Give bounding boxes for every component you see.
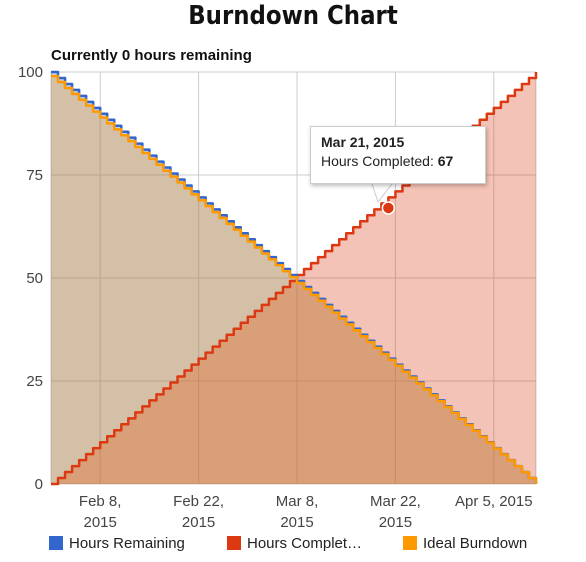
- x-tick-label-year: 2015: [280, 514, 313, 531]
- x-axis-ticks: Feb 8, 2015 Feb 22, 2015 Mar 8, 2015 Mar 22, 20…: [79, 493, 533, 531]
- tooltip-date: Mar 21, 2015: [321, 134, 405, 150]
- line-ideal-burndown: [51, 74, 538, 484]
- legend-label-completed: Hours Complet…: [247, 535, 363, 552]
- y-tick-label: 75: [26, 167, 43, 184]
- y-tick-label: 25: [26, 373, 43, 390]
- tooltip-value: 67: [437, 153, 454, 169]
- x-tick-label: Feb 22,: [173, 493, 224, 510]
- x-tick-label: Mar 22,: [370, 493, 421, 510]
- y-tick-label: 100: [18, 64, 43, 81]
- highlight-marker: [381, 201, 396, 215]
- legend-item-completed[interactable]: Hours Complet…: [227, 535, 362, 552]
- legend-swatch-remaining: [49, 536, 63, 550]
- legend-item-ideal[interactable]: Ideal Burndown: [403, 535, 527, 552]
- x-tick-label-year: 2015: [379, 514, 412, 531]
- chart-grid: [50, 71, 537, 485]
- x-tick-label-year: 2015: [182, 514, 215, 531]
- area-hours-completed: [51, 72, 536, 484]
- legend-swatch-ideal: [403, 536, 417, 550]
- x-tick-label: Mar 8,: [276, 493, 319, 510]
- tooltip-label: Hours Completed:: [321, 153, 438, 169]
- legend-label-ideal: Ideal Burndown: [423, 535, 528, 552]
- tooltip-body: Hours Completed: 67: [321, 153, 475, 169]
- chart-title: Burndown Chart: [188, 1, 398, 31]
- y-tick-label: 50: [26, 270, 43, 287]
- y-axis-ticks: 100 75 50 25 0: [18, 64, 43, 493]
- y-tick-label: 0: [35, 476, 43, 493]
- legend-swatch-completed: [227, 536, 241, 550]
- x-tick-label: Apr 5, 2015: [455, 493, 533, 510]
- x-tick-label: Feb 8,: [79, 493, 122, 510]
- x-tick-label-year: 2015: [84, 514, 117, 531]
- legend-label-remaining: Hours Remaining: [69, 535, 185, 552]
- chart-subtitle: Currently 0 hours remaining: [51, 47, 252, 64]
- legend-item-remaining[interactable]: Hours Remaining: [49, 535, 185, 552]
- highlight-point: [381, 201, 396, 215]
- tooltip: Mar 21, 2015 Hours Completed: 67: [310, 126, 486, 184]
